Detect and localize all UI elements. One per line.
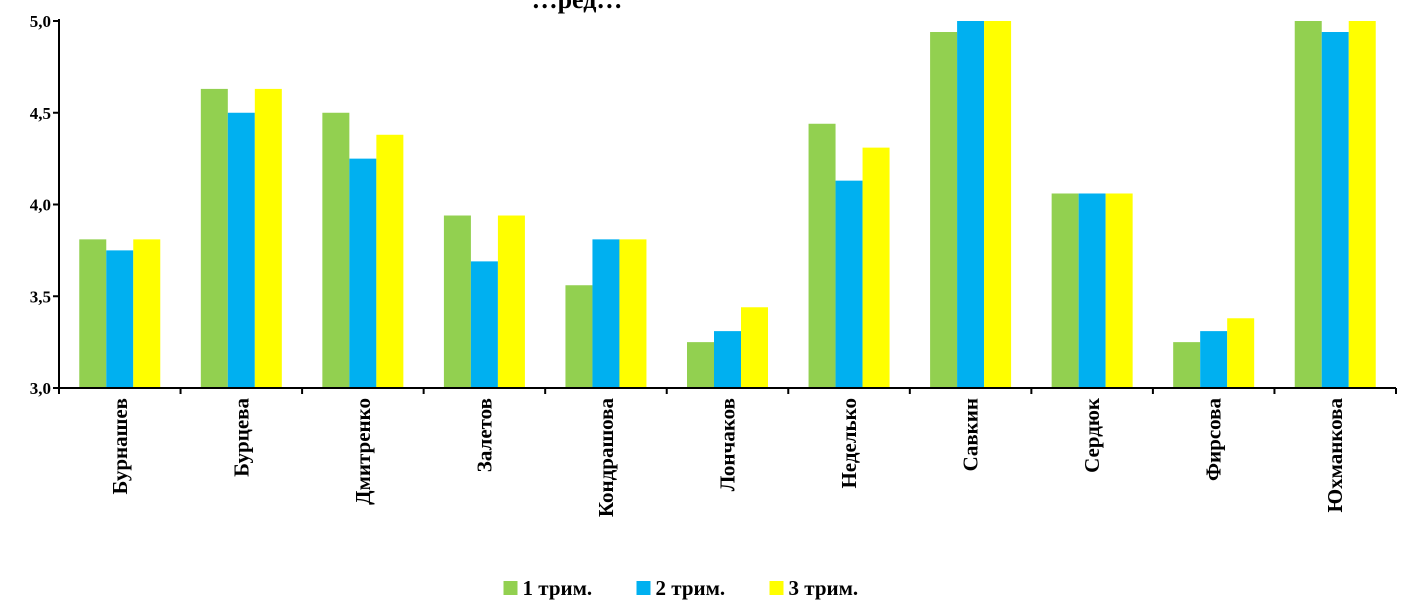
bar-2-4 xyxy=(470,261,498,388)
legend-label-3: 3 трим. xyxy=(789,576,859,600)
legend: 1 трим. 2 трим. 3 трим. xyxy=(503,576,859,600)
y-tick-label: 4,5 xyxy=(30,104,51,123)
bar-1-10 xyxy=(1173,342,1201,389)
bar-2-3 xyxy=(349,158,377,389)
bar-1-2 xyxy=(200,88,228,389)
x-tick-label: Бурнашев xyxy=(108,398,132,495)
bar-2-9 xyxy=(1078,193,1106,388)
legend-label-1: 1 трим. xyxy=(523,576,593,600)
bar-3-5 xyxy=(619,239,647,388)
chart-title: …ред… xyxy=(532,0,623,14)
bar-2-10 xyxy=(1200,331,1228,388)
x-tick-label: Бурцева xyxy=(229,398,253,477)
bar-1-1 xyxy=(79,239,107,388)
bar-1-3 xyxy=(322,112,350,388)
bar-3-1 xyxy=(133,239,161,388)
bar-3-2 xyxy=(254,88,282,389)
bar-2-8 xyxy=(957,21,985,388)
bar-2-6 xyxy=(714,331,741,388)
legend-swatch-3 xyxy=(769,581,784,595)
bar-1-11 xyxy=(1294,21,1322,388)
x-tick-label: Лончаков xyxy=(716,398,740,491)
bar-3-6 xyxy=(741,307,768,388)
bar-3-4 xyxy=(497,215,525,388)
y-tick-label: 3,0 xyxy=(30,379,51,398)
bar-3-10 xyxy=(1227,318,1255,388)
bar-1-9 xyxy=(1051,193,1079,388)
x-tick-label: Савкин xyxy=(959,398,983,471)
legend-swatch-1 xyxy=(503,581,518,595)
legend-swatch-2 xyxy=(636,581,651,595)
y-tick-label: 5,0 xyxy=(30,12,51,31)
bar-1-8 xyxy=(930,32,958,388)
x-tick-label: Сердюк xyxy=(1080,397,1104,473)
bar-2-2 xyxy=(227,112,255,388)
bar-1-7 xyxy=(808,123,836,388)
legend-label-2: 2 трим. xyxy=(656,576,726,600)
bar-2-7 xyxy=(835,180,863,388)
bar-2-1 xyxy=(106,250,134,389)
bar-3-9 xyxy=(1105,193,1133,388)
bar-2-11 xyxy=(1321,32,1349,388)
y-tick-label: 4,0 xyxy=(30,196,51,215)
bar-3-11 xyxy=(1348,21,1376,388)
x-tick-label: Неделько xyxy=(837,398,861,489)
bar-1-6 xyxy=(687,342,714,389)
bar-3-3 xyxy=(376,134,404,388)
bar-3-7 xyxy=(862,147,890,388)
bars-group xyxy=(79,21,1376,389)
y-axis: 3,0 3,5 4,0 4,5 5,0 xyxy=(30,12,60,398)
x-tick-label: Залетов xyxy=(472,398,496,472)
bar-1-5 xyxy=(565,285,593,388)
bar-3-8 xyxy=(984,21,1012,388)
y-tick-label: 3,5 xyxy=(30,287,51,306)
bar-1-4 xyxy=(443,215,471,388)
x-tick-label: Фирсова xyxy=(1202,398,1226,481)
bar-2-5 xyxy=(592,239,620,388)
x-tick-label: Юхманкова xyxy=(1323,398,1347,513)
x-tick-label: Дмитренко xyxy=(351,398,375,505)
x-axis: Бурнашев Бурцева Дмитренко Залетов Кондрашов… xyxy=(58,387,1397,518)
x-tick-label: Кондрашова xyxy=(594,398,618,518)
